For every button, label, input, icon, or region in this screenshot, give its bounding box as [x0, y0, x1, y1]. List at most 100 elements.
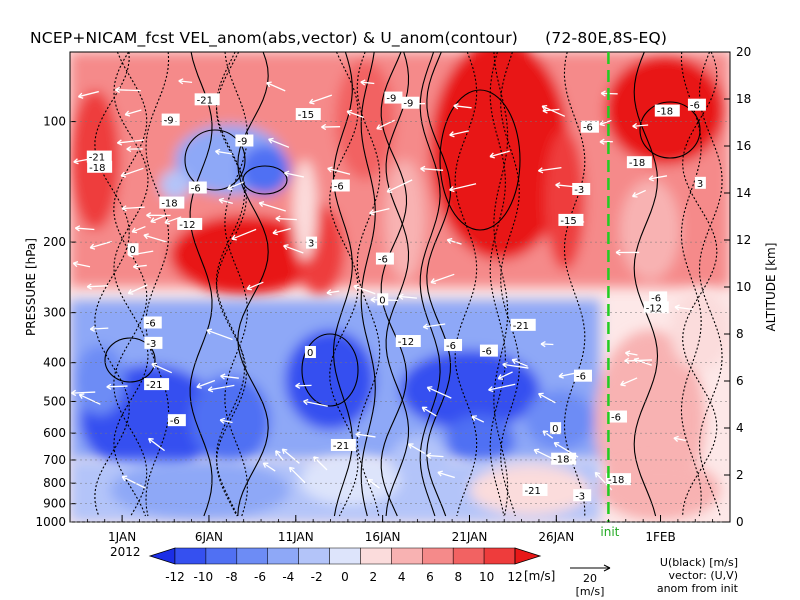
contour-label-box — [161, 113, 180, 126]
contour-loop — [242, 165, 288, 195]
vector-arrow — [430, 273, 455, 284]
plot-area: 0-21-3-6-12-9-6-15-21-6-9-18-12-6-9-6-60… — [70, 52, 730, 522]
colorbar-tick-label: 6 — [426, 570, 434, 584]
contour-label-box — [306, 236, 318, 249]
contour-line — [454, 52, 478, 517]
contour-loop — [104, 337, 156, 383]
vector-arrowhead — [106, 383, 112, 390]
vector-arrowhead — [275, 450, 281, 456]
vector-arrowhead — [266, 81, 272, 88]
contour-line — [419, 52, 441, 517]
vector-arrowhead — [246, 284, 252, 291]
vector-arrowhead — [353, 284, 359, 291]
vector-arrowhead — [542, 430, 549, 436]
vector-arrow — [511, 359, 528, 367]
contour-label-box — [649, 291, 668, 304]
y-label-left: PRESSURE [hPa] — [24, 238, 38, 336]
contour-label-box — [331, 179, 350, 192]
vector-arrowhead — [226, 184, 233, 191]
vector-arrowhead — [648, 175, 654, 182]
vector-arrowhead — [231, 234, 237, 241]
contour-label: -18 — [161, 199, 177, 210]
contour-line — [493, 52, 509, 517]
vector-arrowhead — [72, 260, 79, 268]
vector-arrow — [127, 284, 148, 295]
vector-arrow — [355, 433, 376, 438]
contour-line — [94, 52, 130, 517]
vector-arrowhead — [533, 448, 540, 455]
vector-arrow — [231, 228, 257, 240]
pressure-tick-label: 400 — [43, 356, 66, 370]
contour-label-box — [127, 243, 139, 256]
vector-arrowhead — [218, 197, 225, 204]
vector-arrowhead — [321, 123, 327, 131]
vector-arrow — [346, 110, 364, 118]
x-tick-label: 16JAN — [365, 530, 401, 544]
vector-arrow — [648, 175, 668, 180]
vector-arrowhead — [422, 323, 429, 330]
contour-label: 0 — [379, 295, 385, 306]
vector-arrow — [497, 371, 513, 380]
contour-label: -12 — [179, 220, 195, 231]
contour-line — [329, 52, 359, 517]
contour-label: -6 — [651, 293, 661, 304]
contour-label-box — [188, 181, 207, 194]
contour-label: -6 — [146, 318, 156, 329]
vector-arrowhead — [89, 325, 95, 333]
contour-label: -12 — [398, 337, 414, 348]
contour-line — [356, 52, 381, 517]
vector-arrowhead — [599, 138, 605, 145]
x-axis: 1JAN 6JAN 11JAN 16JAN 21JAN 26JAN 1FEB — [69, 515, 731, 544]
vector-arrowhead — [120, 171, 127, 178]
vector-arrow — [131, 225, 146, 233]
altitude-tick-label: 10 — [736, 280, 751, 294]
vector-arrow — [427, 386, 452, 399]
contour-label-box — [572, 182, 591, 195]
vector-arrow — [353, 285, 376, 295]
vector-arrowhead — [360, 79, 366, 86]
contour-line — [426, 52, 452, 517]
vector-arrowhead — [426, 386, 433, 392]
vector-arrowhead — [146, 212, 152, 219]
vector-arrowhead — [376, 124, 382, 130]
colorbar-tick-label: -8 — [226, 570, 238, 584]
vector-arrow — [309, 94, 333, 104]
contour-label: -6 — [191, 184, 201, 195]
contour-line — [380, 52, 408, 517]
vector-arrow — [326, 290, 340, 294]
colorbar-segment — [267, 547, 299, 565]
vector-arrow — [423, 323, 446, 328]
vector-arrow — [90, 240, 112, 249]
colorbar-tick-label: 2 — [370, 570, 378, 584]
contour-line — [360, 52, 376, 517]
vector-key: 20 [m/s] — [570, 564, 611, 598]
vector-arrowhead — [127, 289, 134, 295]
vector-arrowhead — [295, 382, 301, 389]
contour-label: -18 — [629, 158, 645, 169]
altitude-tick-label: 2 — [736, 468, 744, 482]
vector-arrow — [471, 415, 485, 423]
vector-arrow — [87, 285, 108, 288]
colorbar-tick-label: -2 — [311, 570, 323, 584]
u-anomaly-contours — [94, 52, 723, 517]
vector-arrow — [272, 227, 291, 234]
vector-arrowhead — [398, 293, 404, 300]
y-label-right: ALTITUDE [km] — [764, 243, 778, 332]
vector-arrow — [421, 406, 437, 417]
vector-arrowhead — [355, 431, 361, 438]
x-tick-label: 6JAN — [195, 530, 223, 544]
contour-label-box — [304, 346, 316, 359]
contour-label: -9 — [164, 116, 174, 127]
vector-arrowhead — [420, 165, 426, 172]
vector-arrow — [259, 202, 286, 212]
colorbar-tick-label: 0 — [341, 570, 349, 584]
vector-arrow — [555, 184, 575, 188]
vector-arrow — [178, 80, 193, 84]
vector-arrow — [227, 181, 244, 190]
contour-label-box — [573, 369, 592, 382]
vector-arrow — [281, 448, 300, 464]
vector-arrowhead — [449, 131, 455, 138]
vector-arrow — [122, 206, 145, 210]
vector-arrowhead — [540, 340, 546, 348]
